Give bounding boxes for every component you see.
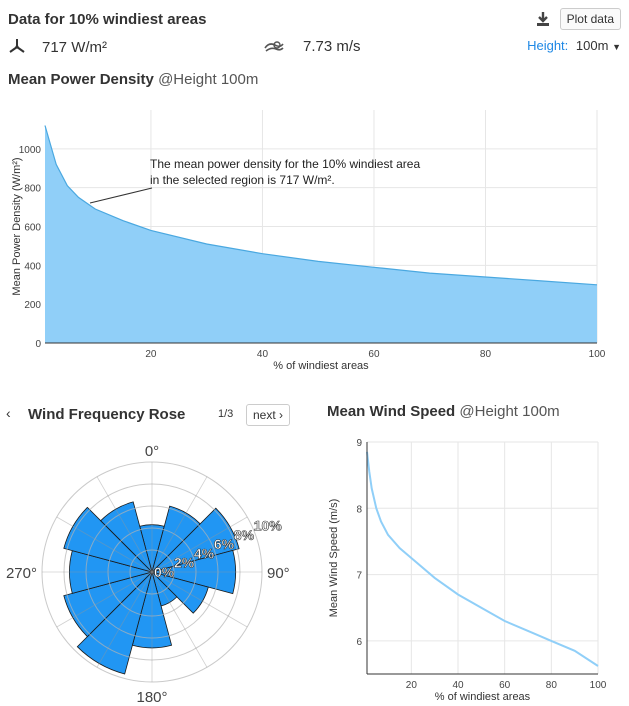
speed-stat: 7.73 m/s <box>263 38 361 55</box>
radial-label: 10% <box>254 518 283 534</box>
rose-spoke <box>56 516 153 573</box>
rose-sector <box>150 571 209 614</box>
power-subtitle: @Height 100m <box>158 71 259 88</box>
height-label: Height: <box>527 38 569 53</box>
direction-label: 180° <box>136 689 167 706</box>
power-title: Mean Power Density <box>8 71 154 88</box>
x-tick-label: 100 <box>590 680 607 691</box>
rose-ring <box>63 483 241 661</box>
direction-label: 0° <box>145 443 159 460</box>
summary-header: Data for 10% windiest areas Plot data 71… <box>8 8 621 68</box>
annotation-line2: in the selected region is 717 W/m². <box>150 173 335 187</box>
annotation-line1: The mean power density for the 10% windi… <box>150 157 420 171</box>
y-axis-title: Mean Power Density (W/m²) <box>11 157 23 295</box>
plot-data-button[interactable]: Plot data <box>559 8 621 30</box>
x-tick-label: 20 <box>145 349 157 360</box>
rose-spoke <box>151 476 208 573</box>
x-tick-label: 20 <box>406 680 418 691</box>
direction-label: 270° <box>6 565 37 582</box>
panel-title: Data for 10% windiest areas <box>8 11 207 28</box>
annotation-leader <box>89 187 153 204</box>
rose-title: Wind Frequency Rose <box>28 406 186 423</box>
rose-sector <box>63 571 154 638</box>
y-tick-label: 8 <box>356 504 362 515</box>
radial-label: 0% <box>154 564 175 580</box>
y-tick-label: 400 <box>24 261 41 272</box>
rose-spoke <box>96 476 153 573</box>
speed-title: Mean Wind Speed <box>327 403 456 420</box>
x-tick-label: 60 <box>499 680 511 691</box>
rose-ring <box>129 549 175 595</box>
rose-sector <box>63 506 154 573</box>
y-tick-label: 0 <box>35 339 41 350</box>
height-select[interactable]: Height: 100m ▼ <box>527 38 621 53</box>
x-axis-title: % of windiest areas <box>435 691 531 703</box>
x-tick-label: 100 <box>589 349 606 360</box>
y-tick-label: 9 <box>356 438 362 449</box>
y-axis-title: Mean Wind Speed (m/s) <box>328 499 340 618</box>
y-tick-label: 6 <box>356 637 362 648</box>
radial-label: 4% <box>194 545 215 561</box>
power-density-chart: 0 200 400 600 800 1000 20 40 60 80 100 % of windies… <box>11 110 606 372</box>
height-value[interactable]: 100m <box>575 38 609 53</box>
y-tick-label: 1000 <box>19 145 42 156</box>
power-stat: 717 W/m² <box>8 38 107 56</box>
radial-label: 6% <box>214 536 235 552</box>
caret-down-icon[interactable]: ▼ <box>612 42 621 52</box>
wind-speed-line <box>366 451 599 667</box>
y-tick-label: 600 <box>24 223 41 234</box>
y-tick-label: 200 <box>24 300 41 311</box>
wind-speed-icon <box>264 40 284 52</box>
power-section-title: Mean Power Density @Height 100m <box>8 71 258 88</box>
y-tick-label: 800 <box>24 184 41 195</box>
y-tick-label: 7 <box>356 571 362 582</box>
rose-ring <box>41 461 263 683</box>
rose-sector <box>76 570 153 675</box>
x-tick-label: 80 <box>480 349 492 360</box>
rose-ring <box>107 527 197 617</box>
speed-value: 7.73 m/s <box>303 38 361 55</box>
rose-header: ‹ Wind Frequency Rose 1/3 next › <box>6 404 298 426</box>
radial-label: 8% <box>234 527 255 543</box>
wind-speed-chart: 6 7 8 9 20 40 60 80 100 % of windiest areas Mean W… <box>328 438 607 703</box>
power-density-area <box>45 125 597 343</box>
x-tick-label: 40 <box>257 349 269 360</box>
rose-spoke <box>151 516 248 573</box>
speed-section-title: Mean Wind Speed @Height 100m <box>327 403 560 420</box>
rose-spoke <box>56 571 153 628</box>
next-button[interactable]: next › <box>246 404 291 426</box>
next-label: next <box>253 408 276 422</box>
x-tick-label: 60 <box>368 349 380 360</box>
rose-spoke <box>151 571 248 628</box>
rose-spoke <box>151 571 208 668</box>
x-axis-title: % of windiest areas <box>273 360 369 372</box>
x-tick-label: 40 <box>452 680 464 691</box>
rose-spoke <box>96 571 153 668</box>
rose-page-indicator: 1/3 <box>218 408 234 420</box>
chevron-left-icon[interactable]: ‹ <box>6 405 11 421</box>
wind-rose-chart: 0° 90° 180° 270° 0%2%4%6%8%10% <box>6 443 290 706</box>
direction-label: 90° <box>267 565 290 582</box>
x-tick-label: 80 <box>546 680 558 691</box>
speed-subtitle: @Height 100m <box>459 403 560 420</box>
rose-ring <box>85 505 219 639</box>
radial-label: 2% <box>174 555 195 571</box>
download-icon[interactable] <box>534 10 552 28</box>
rose-sector <box>150 549 237 595</box>
power-value: 717 W/m² <box>42 38 108 56</box>
rose-sector <box>150 507 240 573</box>
power-density-line <box>44 125 598 286</box>
wind-turbine-icon <box>9 39 25 53</box>
plot-data-control[interactable]: Plot data <box>534 8 621 30</box>
